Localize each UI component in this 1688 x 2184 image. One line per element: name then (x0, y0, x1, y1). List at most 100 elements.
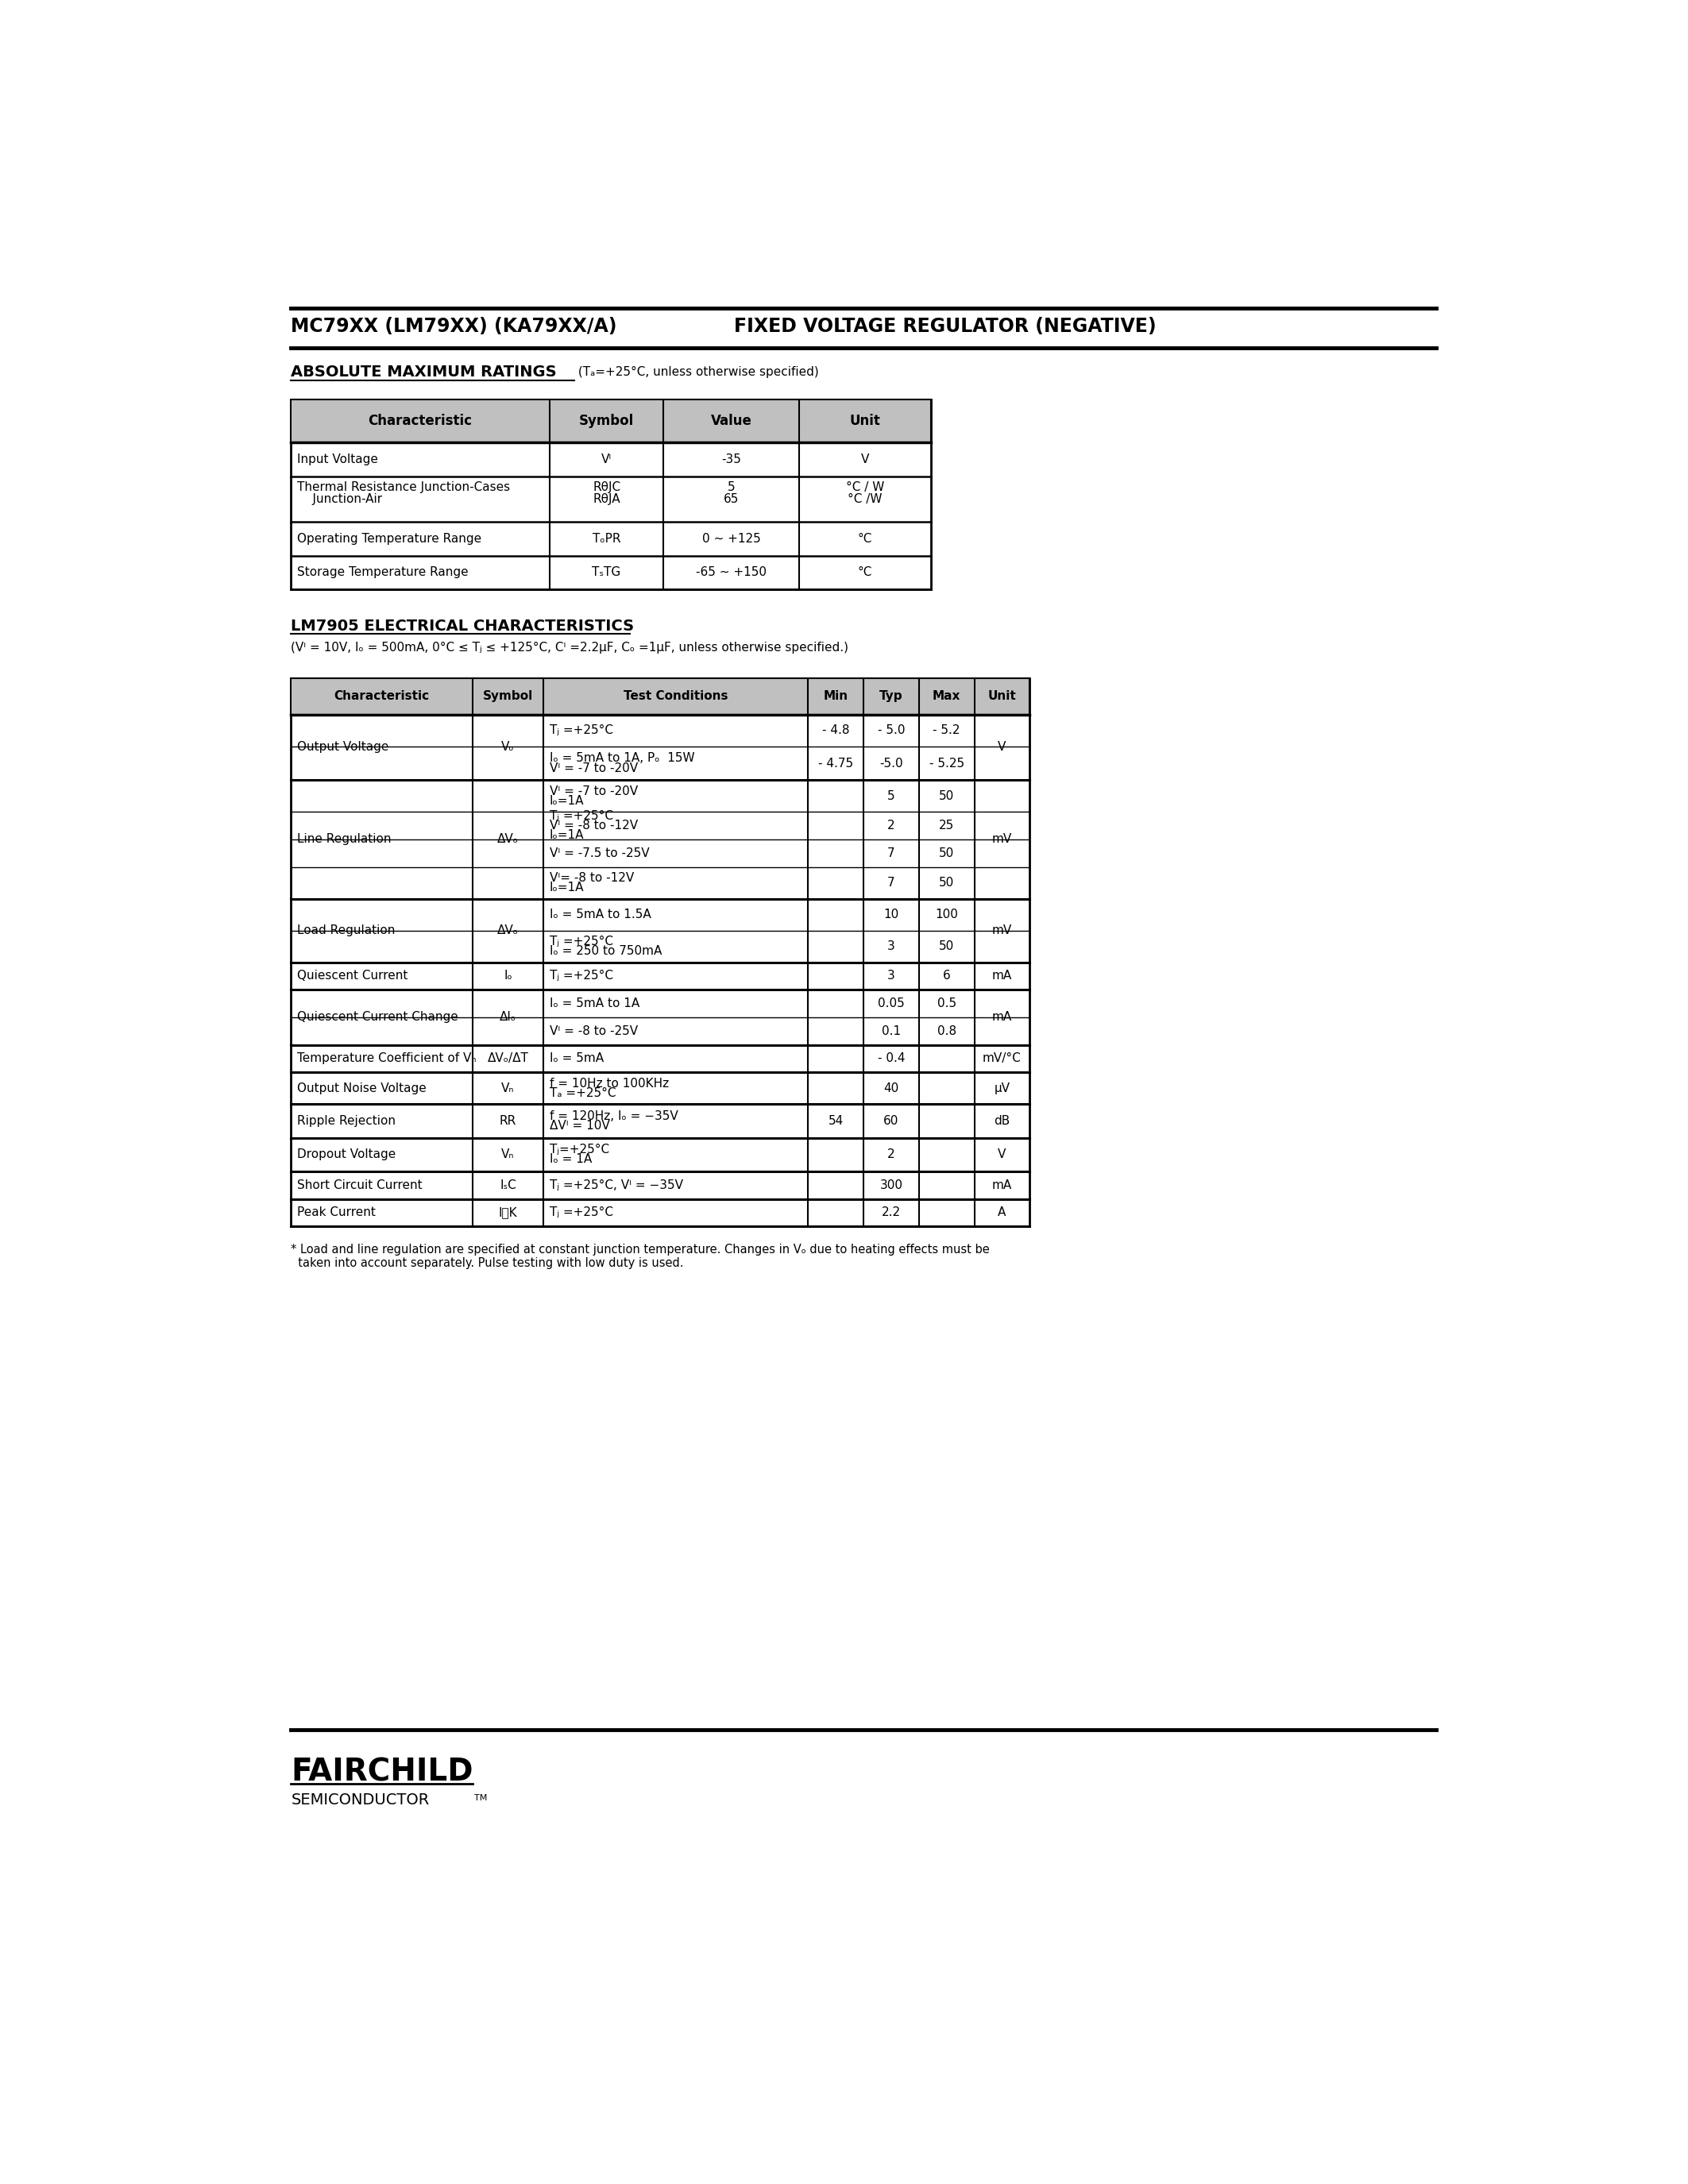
Text: 5: 5 (728, 480, 734, 494)
Text: Input Voltage: Input Voltage (297, 454, 378, 465)
Text: Tⱼ=+25°C: Tⱼ=+25°C (550, 1144, 609, 1155)
Text: Characteristic: Characteristic (368, 415, 473, 428)
Text: 60: 60 (883, 1116, 900, 1127)
Text: Vₙ: Vₙ (501, 1149, 515, 1160)
Text: I₝K: I₝K (498, 1208, 518, 1219)
Text: °C: °C (858, 566, 873, 579)
Text: Quiescent Current Change: Quiescent Current Change (297, 1011, 457, 1024)
Text: Vᴵ = -7 to -20V: Vᴵ = -7 to -20V (550, 784, 638, 797)
Text: 2.2: 2.2 (881, 1208, 901, 1219)
Text: Peak Current: Peak Current (297, 1208, 376, 1219)
Text: Max: Max (932, 690, 960, 703)
Text: TₛTG: TₛTG (592, 566, 621, 579)
Text: dB: dB (994, 1116, 1009, 1127)
Text: mV: mV (993, 834, 1013, 845)
Text: 6: 6 (944, 970, 950, 983)
Text: FAIRCHILD: FAIRCHILD (290, 1758, 473, 1789)
Text: Tⱼ =+25°C: Tⱼ =+25°C (550, 725, 613, 736)
Text: Tⱼ =+25°C, Vᴵ = −35V: Tⱼ =+25°C, Vᴵ = −35V (550, 1179, 684, 1190)
Text: ΔIₒ: ΔIₒ (500, 1011, 517, 1024)
Text: Junction-Air: Junction-Air (297, 494, 381, 505)
Text: Temperature Coefficient of Vₙ: Temperature Coefficient of Vₙ (297, 1053, 476, 1064)
Text: Output Noise Voltage: Output Noise Voltage (297, 1083, 427, 1094)
Text: * Load and line regulation are specified at constant junction temperature. Chang: * Load and line regulation are specified… (290, 1243, 989, 1256)
Text: Symbol: Symbol (579, 415, 635, 428)
Text: Iₒ = 1A: Iₒ = 1A (550, 1153, 592, 1166)
Text: Vₙ: Vₙ (501, 1083, 515, 1094)
Text: ΔVᴵ = 10V: ΔVᴵ = 10V (550, 1120, 609, 1131)
Text: Test Conditions: Test Conditions (623, 690, 728, 703)
Text: - 4.8: - 4.8 (822, 725, 849, 736)
Text: Short Circuit Current: Short Circuit Current (297, 1179, 422, 1190)
Text: Vᴵ = -8 to -25V: Vᴵ = -8 to -25V (550, 1024, 638, 1037)
Text: TM: TM (474, 1795, 488, 1802)
Text: IₛC: IₛC (500, 1179, 517, 1190)
Text: 5: 5 (888, 791, 895, 802)
Text: f = 10Hz to 100KHz: f = 10Hz to 100KHz (550, 1077, 668, 1090)
Text: 0.8: 0.8 (937, 1024, 955, 1037)
Text: 300: 300 (879, 1179, 903, 1190)
Text: Unit: Unit (987, 690, 1016, 703)
Text: 40: 40 (883, 1083, 900, 1094)
Text: 65: 65 (724, 494, 739, 505)
Bar (290, 400, 932, 590)
Text: LM7905 ELECTRICAL CHARACTERISTICS: LM7905 ELECTRICAL CHARACTERISTICS (290, 618, 635, 633)
Text: 2: 2 (888, 819, 895, 832)
Text: MC79XX (LM79XX) (KA79XX/A): MC79XX (LM79XX) (KA79XX/A) (290, 317, 618, 336)
Text: Iₒ = 5mA to 1A, Pₒ  15W: Iₒ = 5mA to 1A, Pₒ 15W (550, 751, 695, 764)
Text: (Vᴵ = 10V, Iₒ = 500mA, 0°C ≤ Tⱼ ≤ +125°C, Cᴵ =2.2μF, Cₒ =1μF, unless otherwise s: (Vᴵ = 10V, Iₒ = 500mA, 0°C ≤ Tⱼ ≤ +125°C… (290, 642, 849, 653)
Text: Line Regulation: Line Regulation (297, 834, 392, 845)
Text: Tⱼ =+25°C: Tⱼ =+25°C (550, 810, 613, 821)
Text: 0.05: 0.05 (878, 998, 905, 1009)
Text: f = 120Hz, Iₒ = −35V: f = 120Hz, Iₒ = −35V (550, 1109, 679, 1123)
Text: mA: mA (993, 970, 1013, 983)
Text: A: A (998, 1208, 1006, 1219)
Text: FIXED VOLTAGE REGULATOR (NEGATIVE): FIXED VOLTAGE REGULATOR (NEGATIVE) (734, 317, 1156, 336)
Text: Quiescent Current: Quiescent Current (297, 970, 408, 983)
Text: RθJA: RθJA (592, 494, 619, 505)
Text: 7: 7 (888, 876, 895, 889)
Text: 50: 50 (939, 941, 954, 952)
Text: Value: Value (711, 415, 751, 428)
Text: Iₒ=1A: Iₒ=1A (550, 882, 584, 893)
Text: Iₒ = 250 to 750mA: Iₒ = 250 to 750mA (550, 946, 662, 957)
Text: - 0.4: - 0.4 (878, 1053, 905, 1064)
Text: Operating Temperature Range: Operating Temperature Range (297, 533, 481, 544)
Text: Iₒ = 5mA to 1.5A: Iₒ = 5mA to 1.5A (550, 909, 652, 919)
Text: °C /W: °C /W (847, 494, 883, 505)
Bar (290, 400, 932, 443)
Text: 10: 10 (883, 909, 900, 919)
Text: Symbol: Symbol (483, 690, 533, 703)
Text: mA: mA (993, 1011, 1013, 1024)
Text: ΔVₒ: ΔVₒ (498, 834, 518, 845)
Text: -65 ~ +150: -65 ~ +150 (695, 566, 766, 579)
Text: Dropout Voltage: Dropout Voltage (297, 1149, 397, 1160)
Text: -5.0: -5.0 (879, 758, 903, 769)
Text: 50: 50 (939, 876, 954, 889)
Text: V: V (998, 740, 1006, 753)
Text: TₒPR: TₒPR (592, 533, 621, 544)
Text: 0.1: 0.1 (881, 1024, 901, 1037)
Bar (290, 677, 1030, 1227)
Text: Storage Temperature Range: Storage Temperature Range (297, 566, 469, 579)
Text: Load Regulation: Load Regulation (297, 924, 395, 937)
Text: Tₐ =+25°C: Tₐ =+25°C (550, 1088, 616, 1099)
Text: Tⱼ =+25°C: Tⱼ =+25°C (550, 1208, 613, 1219)
Text: Vᴵ = -8 to -12V: Vᴵ = -8 to -12V (550, 819, 638, 832)
Text: - 5.2: - 5.2 (933, 725, 960, 736)
Text: °C: °C (858, 533, 873, 544)
Text: μV: μV (994, 1083, 1009, 1094)
Text: Min: Min (824, 690, 849, 703)
Text: -35: -35 (721, 454, 741, 465)
Text: Tⱼ =+25°C: Tⱼ =+25°C (550, 970, 613, 983)
Text: Vᴵ = -7.5 to -25V: Vᴵ = -7.5 to -25V (550, 847, 650, 858)
Text: - 4.75: - 4.75 (819, 758, 854, 769)
Text: Unit: Unit (849, 415, 881, 428)
Text: 7: 7 (888, 847, 895, 858)
Text: SEMICONDUCTOR: SEMICONDUCTOR (290, 1793, 429, 1808)
Text: mV/°C: mV/°C (982, 1053, 1021, 1064)
Text: - 5.25: - 5.25 (928, 758, 964, 769)
Text: - 5.0: - 5.0 (878, 725, 905, 736)
Text: Vₒ: Vₒ (501, 740, 515, 753)
Text: ΔVₒ: ΔVₒ (498, 924, 518, 937)
